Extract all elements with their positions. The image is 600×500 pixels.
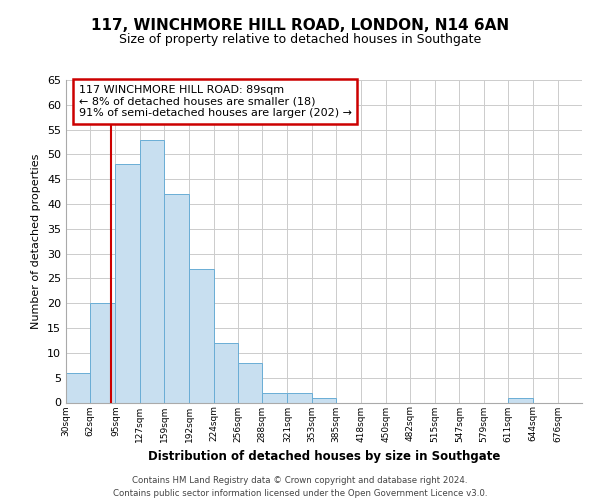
Bar (312, 398, 336, 402)
Text: Size of property relative to detached houses in Southgate: Size of property relative to detached ho… (119, 32, 481, 46)
Bar (214, 343, 238, 402)
Text: Contains HM Land Registry data © Crown copyright and database right 2024.
Contai: Contains HM Land Registry data © Crown c… (113, 476, 487, 498)
X-axis label: Distribution of detached houses by size in Southgate: Distribution of detached houses by size … (148, 450, 500, 463)
Bar (91, 304, 115, 402)
Bar (508, 398, 533, 402)
Bar (164, 194, 189, 402)
Text: 117 WINCHMORE HILL ROAD: 89sqm
← 8% of detached houses are smaller (18)
91% of s: 117 WINCHMORE HILL ROAD: 89sqm ← 8% of d… (79, 85, 352, 118)
Bar (140, 140, 164, 402)
Bar (115, 164, 140, 402)
Bar (66, 372, 91, 402)
Bar (287, 392, 312, 402)
Bar (189, 268, 214, 402)
Bar (262, 392, 287, 402)
Text: 117, WINCHMORE HILL ROAD, LONDON, N14 6AN: 117, WINCHMORE HILL ROAD, LONDON, N14 6A… (91, 18, 509, 32)
Bar (238, 363, 262, 403)
Y-axis label: Number of detached properties: Number of detached properties (31, 154, 41, 329)
